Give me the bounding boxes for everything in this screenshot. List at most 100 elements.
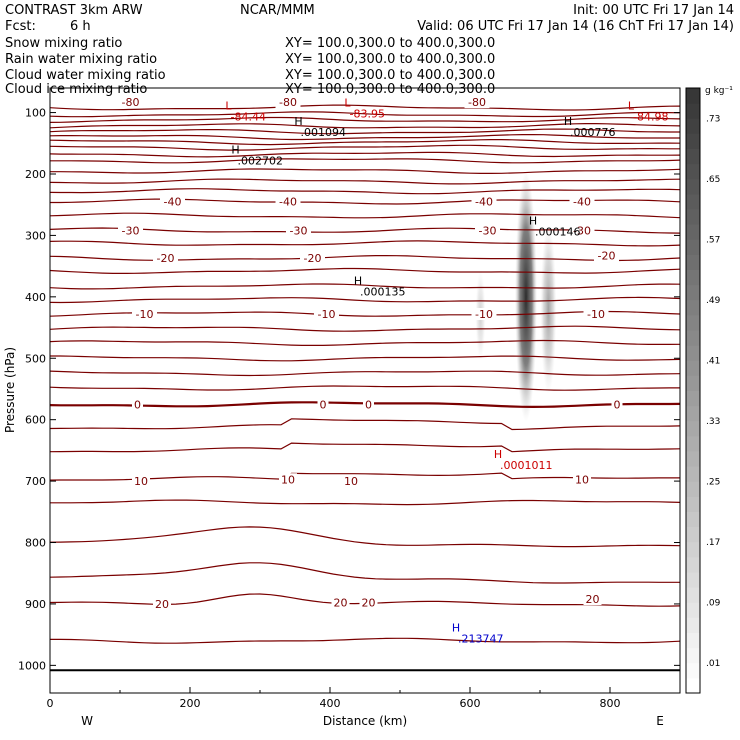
model-title: CONTRAST 3km ARW	[5, 3, 143, 18]
isotherm-line	[50, 128, 680, 135]
colorbar-swatch	[686, 209, 700, 225]
extremum-type: L	[344, 96, 351, 109]
x-tick-label: 600	[460, 697, 481, 710]
extremum-value: .002702	[238, 155, 284, 168]
contour-label: -10	[587, 308, 605, 321]
colorbar-swatch	[686, 299, 700, 316]
colorbar-swatch	[686, 239, 700, 255]
temperature-contours	[50, 104, 680, 644]
colorbar-swatch	[686, 572, 700, 588]
colorbar-swatch	[686, 133, 700, 149]
x-tick-label: 200	[180, 697, 201, 710]
plot-frame	[49, 87, 681, 694]
contour-label: 0	[320, 398, 327, 411]
colorbar-label: .01	[706, 659, 720, 669]
field-name: Cloud water mixing ratio	[5, 68, 166, 83]
colorbar-swatch	[686, 314, 700, 331]
isotherm-line	[50, 158, 680, 164]
y-tick-label: 500	[25, 352, 46, 365]
isotherm-line	[50, 637, 680, 644]
colorbar-swatch	[686, 163, 700, 180]
contour-label: -40	[573, 196, 591, 209]
contour-label: 0	[134, 398, 141, 411]
contour-label: -10	[475, 308, 493, 321]
y-tick-label: 300	[25, 229, 46, 242]
field-xy: XY= 100.0,300.0 to 400.0,300.0	[285, 36, 495, 51]
isotherm-line	[50, 168, 680, 174]
isotherm-line	[50, 139, 680, 146]
colorbar-label: .73	[706, 114, 720, 124]
colorbar-label: .09	[706, 598, 721, 608]
extremum-value: -84.98	[633, 110, 668, 123]
snow-core	[515, 171, 537, 422]
extremum-value: -83.95	[350, 107, 385, 120]
colorbar-swatch	[686, 88, 700, 104]
fcst-label: Fcst:	[5, 19, 36, 34]
colorbar-unit: g kg⁻¹	[705, 86, 733, 96]
contour-label-bg	[132, 398, 143, 411]
contour-label-bg	[342, 475, 360, 488]
contour-label-bg	[475, 224, 500, 237]
field-xy: XY= 100.0,300.0 to 400.0,300.0	[285, 52, 495, 67]
extremum-value: .000776	[570, 126, 616, 139]
isotherm-line	[50, 385, 680, 391]
contour-label: -10	[318, 308, 336, 321]
colorbar-swatch	[686, 556, 700, 573]
colorbar-swatch	[686, 330, 700, 346]
colorbar-swatch	[686, 345, 700, 361]
contour-label: -80	[279, 96, 297, 109]
isotherm-line	[50, 418, 680, 431]
extremum-type: H	[294, 115, 302, 128]
contour-label: 0	[365, 398, 372, 411]
colorbar-swatch	[686, 269, 700, 286]
colorbar-label: .25	[706, 477, 720, 487]
isotherm-line	[50, 442, 680, 453]
field-name: Cloud ice mixing ratio	[5, 82, 147, 97]
field-xy: XY= 100.0,300.0 to 400.0,300.0	[285, 82, 495, 97]
contour-label-bg	[331, 596, 350, 609]
extremum-type: H	[564, 115, 572, 128]
isotherm-line	[50, 296, 680, 304]
isotherm-line	[50, 151, 680, 158]
y-axis-label: Pressure (hPa)	[3, 347, 17, 433]
contour-label: 20	[362, 597, 376, 610]
colorbar-swatch	[686, 284, 700, 301]
extremum-value: .000135	[360, 286, 406, 299]
isotherm-line	[50, 240, 680, 247]
colorbar-swatch	[686, 390, 700, 407]
colorbar-label: .17	[706, 538, 720, 548]
colorbar-swatch	[686, 632, 700, 649]
field-legend: Snow mixing ratio XY= 100.0,300.0 to 400…	[5, 36, 495, 97]
extrema-markers: L-84.44L-83.95L-84.98H.001094H.002702H.0…	[225, 96, 668, 645]
contour-label-bg	[569, 195, 595, 208]
snow-band	[540, 224, 557, 395]
isotherm-line	[50, 370, 680, 377]
snow-mixing-ratio-fill	[475, 171, 557, 422]
contour-label-bg	[286, 224, 311, 237]
contour-label: -30	[122, 224, 140, 237]
colorbar-swatch	[686, 677, 700, 694]
isotherm-line	[50, 283, 680, 290]
colorbar-swatch	[686, 193, 700, 210]
extremum-value: .0001011	[500, 459, 553, 472]
contour-label: -20	[157, 252, 175, 265]
y-tick-label: 600	[25, 414, 46, 427]
isotherm-line	[50, 562, 680, 584]
colorbar-swatch	[686, 405, 700, 422]
y-tick-label: 800	[25, 537, 46, 550]
colorbar-swatch	[686, 178, 700, 195]
extremum-value: .213747	[458, 633, 504, 646]
contour-label-bg	[359, 596, 378, 609]
contour-label-bg	[569, 224, 595, 237]
x-tick-label: 800	[600, 697, 621, 710]
isotherm-line	[50, 267, 680, 274]
isotherm-line	[50, 355, 680, 362]
contour-label: -20	[304, 252, 322, 265]
y-tick-label: 700	[25, 475, 46, 488]
colorbar-swatch	[686, 435, 700, 452]
contour-label-bg	[611, 398, 623, 411]
colorbar-swatch	[686, 360, 700, 376]
extremum-type: H	[452, 622, 460, 635]
colorbar-swatch	[686, 662, 700, 679]
colorbar-swatch	[686, 481, 700, 497]
